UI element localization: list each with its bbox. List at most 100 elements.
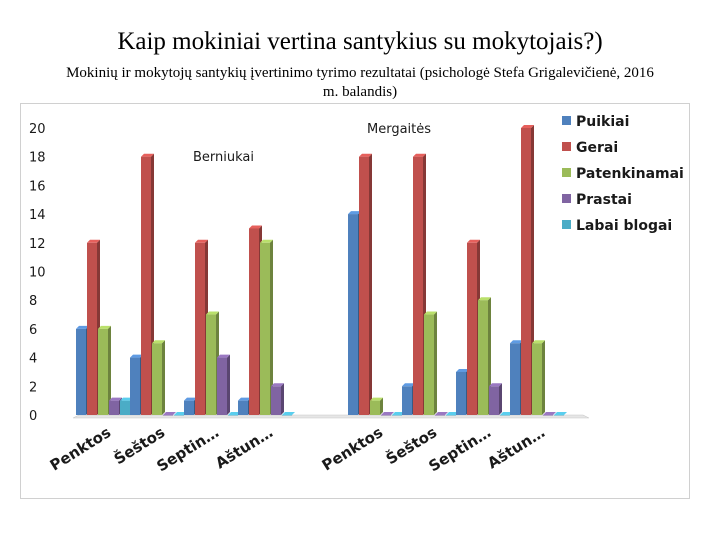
bar-top	[195, 239, 208, 243]
bar-top	[543, 412, 556, 415]
bar	[510, 343, 520, 415]
x-tick-label: Aštun…	[484, 423, 548, 472]
bar	[478, 300, 488, 415]
bar	[228, 415, 238, 416]
bar	[348, 214, 358, 415]
legend-label: Patenkinamai	[576, 166, 684, 182]
bar	[109, 400, 119, 415]
group-label-berniukai: Berniukai	[193, 150, 254, 165]
bar-top	[249, 225, 262, 229]
x-tick-label: Penktos	[47, 423, 114, 474]
bar	[456, 371, 466, 415]
y-tick-label: 4	[29, 352, 37, 367]
bar-top	[76, 325, 89, 329]
bar-top	[489, 383, 502, 387]
x-tick-label: Aštun…	[212, 423, 276, 472]
bar	[174, 415, 184, 416]
bar	[260, 242, 270, 415]
bar	[195, 242, 205, 415]
bar	[467, 242, 477, 415]
bar-top	[109, 397, 122, 401]
bar-top	[348, 211, 361, 215]
bar	[282, 415, 292, 416]
bar	[402, 386, 412, 415]
bar-top	[413, 153, 426, 157]
y-tick-label: 6	[29, 323, 37, 338]
bar-top	[402, 383, 415, 387]
bar	[370, 400, 380, 415]
bar	[184, 400, 194, 415]
y-tick-label: 10	[29, 266, 46, 281]
bar	[521, 128, 531, 415]
bar-side	[281, 383, 284, 415]
legend-label: Gerai	[576, 140, 618, 156]
y-tick-label: 18	[29, 151, 46, 166]
y-tick-label: 20	[29, 122, 46, 137]
bar	[554, 415, 564, 416]
bar-side	[499, 383, 502, 415]
bar-side	[270, 239, 273, 415]
bar	[87, 242, 97, 415]
bar-top	[554, 412, 567, 415]
bar-top	[120, 397, 133, 401]
bar-side	[369, 153, 372, 415]
bar-top	[532, 340, 545, 344]
bar-top	[456, 368, 469, 372]
page-subtitle: Mokinių ir mokytojų santykių įvertinimo …	[66, 65, 654, 100]
bar	[489, 386, 499, 415]
bar-top	[228, 412, 241, 415]
bar	[98, 328, 108, 415]
bar-top	[359, 153, 372, 157]
bar	[217, 357, 227, 415]
bar-top	[238, 397, 251, 401]
bar-top	[500, 412, 513, 415]
bar	[392, 415, 402, 416]
bar-top	[217, 354, 230, 358]
bar	[500, 415, 510, 416]
chart-area: 0 2 4 6 8 10 12 14 16 18 20 Penktos Šeštos Septin… Ašt…	[20, 103, 690, 499]
bar-top	[184, 397, 197, 401]
bar-side	[380, 397, 383, 415]
bar-top	[260, 239, 273, 243]
x-tick-label: Septin…	[153, 423, 222, 475]
bar-side	[434, 311, 437, 415]
bar-top	[87, 239, 100, 243]
bar-top	[174, 412, 187, 415]
page-title: Kaip mokiniai vertina santykius su mokyt…	[117, 28, 603, 55]
bar-top	[392, 412, 405, 415]
legend-label: Prastai	[576, 192, 632, 208]
legend-label: Labai blogai	[576, 218, 672, 234]
chart-floor	[72, 414, 590, 419]
x-tick-label: Penktos	[319, 423, 386, 474]
bar	[141, 156, 151, 415]
bar	[435, 415, 445, 416]
y-tick-label: 2	[29, 380, 37, 395]
bar	[413, 156, 423, 415]
y-tick-label: 0	[29, 409, 37, 424]
bar	[532, 343, 542, 415]
bar	[381, 415, 391, 416]
bar	[163, 415, 173, 416]
bar-top	[478, 297, 491, 301]
bar	[249, 228, 259, 415]
y-tick-label: 8	[29, 294, 37, 309]
legend-label: Puikiai	[576, 114, 629, 130]
bar-top	[271, 383, 284, 387]
bar-top	[446, 412, 459, 415]
bar	[206, 314, 216, 415]
bar-top	[130, 354, 143, 358]
bar-side	[162, 340, 165, 415]
bar-chart: 02468101214161820PenktosŠeštosSeptin…Ašt…	[29, 114, 684, 475]
bar-top	[163, 412, 176, 415]
bar-top	[282, 412, 295, 415]
bar-top	[152, 340, 165, 344]
y-tick-label: 16	[29, 179, 46, 194]
legend-swatch	[562, 220, 571, 229]
bar-top	[141, 153, 154, 157]
bar-side	[542, 340, 545, 415]
bar-top	[381, 412, 394, 415]
bar-top	[98, 325, 111, 329]
bar	[76, 328, 86, 415]
bar-top	[521, 125, 534, 128]
group-label-mergaites: Mergaitės	[367, 122, 431, 137]
